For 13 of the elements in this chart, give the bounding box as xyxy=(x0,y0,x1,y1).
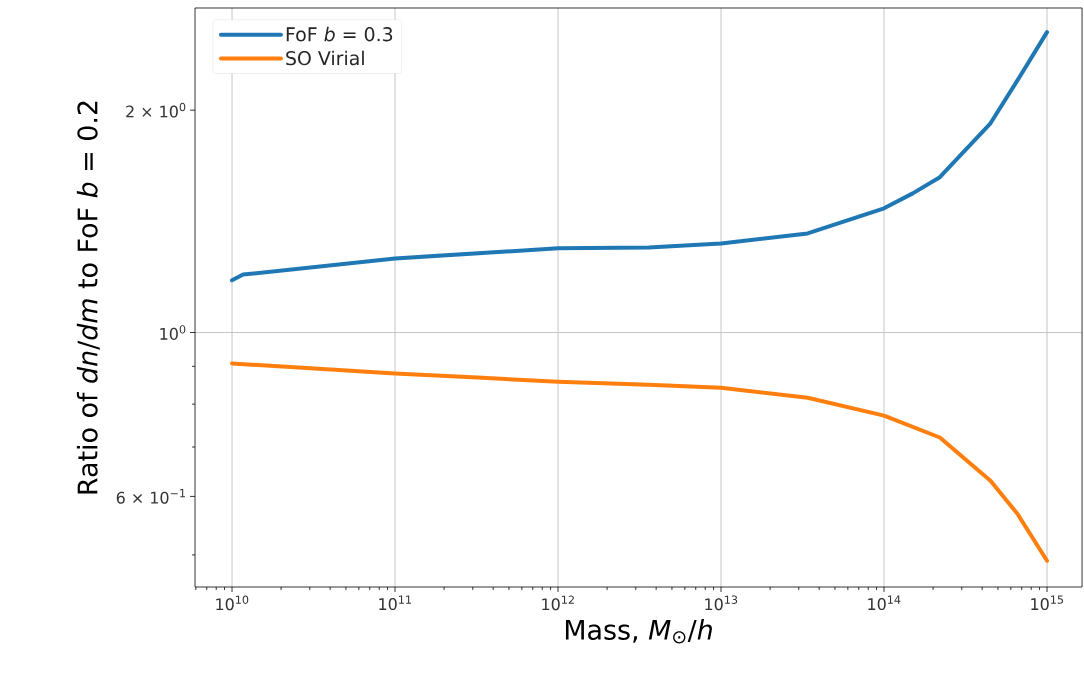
x-axis-title: Mass, M$_{⊙}$/h xyxy=(565,619,712,644)
y-axis-title: Ratio of dn/dm to FoF b = 0.2 xyxy=(76,101,100,494)
y-tick-label: 2 × 10$^{0}$ xyxy=(126,102,186,118)
legend-label: FoF b = 0.3 xyxy=(286,26,393,42)
x-tick-label: 10$^{15}$ xyxy=(1031,595,1064,611)
legend-label: SO Virial xyxy=(286,50,364,66)
y-tick-label: 10$^{0}$ xyxy=(160,325,186,340)
x-tick-label: 10$^{11}$ xyxy=(379,595,411,611)
y-tick-label: 6 × 10$^{−1}$ xyxy=(116,489,185,504)
x-tick-label: 10$^{14}$ xyxy=(868,595,901,611)
x-tick-label: 10$^{10}$ xyxy=(216,595,249,611)
x-tick-label: 10$^{13}$ xyxy=(705,595,738,611)
x-tick-label: 10$^{12}$ xyxy=(542,595,574,611)
